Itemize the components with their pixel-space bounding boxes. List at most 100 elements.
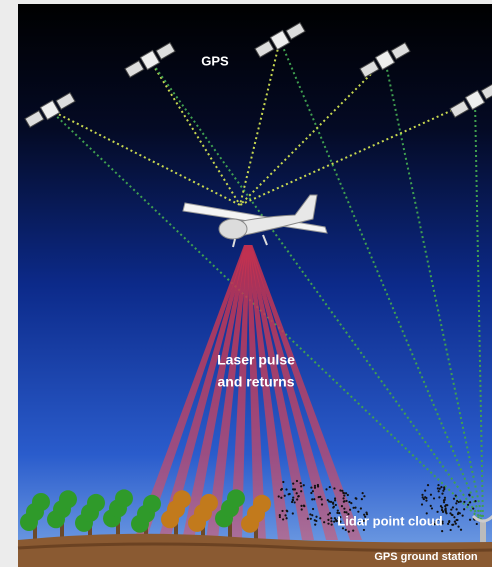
point-cloud-dot	[453, 516, 455, 518]
point-cloud-dot	[321, 503, 323, 505]
point-cloud-dot	[447, 523, 449, 525]
point-cloud-dot	[421, 494, 423, 496]
point-cloud-dot	[343, 508, 345, 510]
point-cloud-dot	[314, 485, 316, 487]
point-cloud-dot	[312, 508, 314, 510]
point-cloud-dot	[430, 505, 432, 507]
point-cloud-dot	[339, 489, 341, 491]
point-cloud-dot	[330, 520, 332, 522]
point-cloud-dot	[444, 497, 446, 499]
point-cloud-dot	[427, 484, 429, 486]
tree-crown	[143, 495, 161, 513]
point-cloud-dot	[443, 501, 445, 503]
point-cloud-dot	[460, 529, 462, 531]
tree-crown	[59, 490, 77, 508]
point-cloud-dot	[315, 516, 317, 518]
point-cloud-dot	[294, 501, 296, 503]
point-cloud-dot	[450, 529, 452, 531]
point-cloud-dot	[310, 492, 312, 494]
laser-label: Laser pulse	[217, 352, 295, 368]
point-cloud-label: Lidar point cloud	[337, 513, 442, 528]
point-cloud-dot	[362, 492, 364, 494]
point-cloud-dot	[286, 517, 288, 519]
point-cloud-dot	[291, 501, 293, 503]
point-cloud-dot	[327, 519, 329, 521]
point-cloud-dot	[445, 504, 447, 506]
point-cloud-dot	[341, 490, 343, 492]
point-cloud-dot	[345, 492, 347, 494]
point-cloud-dot	[307, 518, 309, 520]
point-cloud-dot	[341, 505, 343, 507]
point-cloud-dot	[325, 488, 327, 490]
point-cloud-dot	[343, 492, 345, 494]
point-cloud-dot	[444, 509, 446, 511]
point-cloud-dot	[292, 499, 294, 501]
point-cloud-dot	[441, 530, 443, 532]
point-cloud-dot	[315, 520, 317, 522]
point-cloud-dot	[301, 508, 303, 510]
lidar-diagram: GPS Laser pulse and returns Lidar point …	[0, 0, 492, 567]
point-cloud-dot	[467, 504, 469, 506]
point-cloud-dot	[451, 514, 453, 516]
point-cloud-dot	[348, 501, 350, 503]
point-cloud-dot	[321, 498, 323, 500]
point-cloud-dot	[332, 506, 334, 508]
point-cloud-dot	[318, 496, 320, 498]
point-cloud-dot	[444, 499, 446, 501]
point-cloud-dot	[327, 499, 329, 501]
point-cloud-dot	[361, 498, 363, 500]
point-cloud-dot	[311, 498, 313, 500]
point-cloud-dot	[293, 488, 295, 490]
laser-label: and returns	[217, 374, 294, 390]
point-cloud-dot	[281, 510, 283, 512]
tree-crown	[253, 495, 271, 513]
point-cloud-dot	[441, 509, 443, 511]
point-cloud-dot	[300, 505, 302, 507]
point-cloud-dot	[296, 480, 298, 482]
point-cloud-dot	[285, 488, 287, 490]
point-cloud-dot	[300, 485, 302, 487]
point-cloud-dot	[303, 484, 305, 486]
point-cloud-dot	[441, 493, 443, 495]
point-cloud-dot	[310, 486, 312, 488]
point-cloud-dot	[352, 529, 354, 531]
point-cloud-dot	[350, 502, 352, 504]
point-cloud-dot	[454, 520, 456, 522]
point-cloud-dot	[296, 492, 298, 494]
point-cloud-dot	[468, 494, 470, 496]
point-cloud-dot	[440, 486, 442, 488]
point-cloud-dot	[469, 501, 471, 503]
point-cloud-dot	[309, 513, 311, 515]
point-cloud-dot	[443, 486, 445, 488]
point-cloud-dot	[453, 498, 455, 500]
point-cloud-dot	[363, 529, 365, 531]
point-cloud-dot	[330, 501, 332, 503]
point-cloud-dot	[281, 488, 283, 490]
point-cloud-dot	[343, 500, 345, 502]
point-cloud-dot	[431, 507, 433, 509]
point-cloud-dot	[437, 484, 439, 486]
point-cloud-dot	[452, 506, 454, 508]
point-cloud-dot	[292, 496, 294, 498]
point-cloud-dot	[323, 521, 325, 523]
point-cloud-dot	[311, 514, 313, 516]
point-cloud-dot	[450, 508, 452, 510]
point-cloud-dot	[456, 508, 458, 510]
page-body: GPS Laser pulse and returns Lidar point …	[0, 0, 492, 567]
point-cloud-dot	[347, 494, 349, 496]
point-cloud-dot	[469, 519, 471, 521]
point-cloud-dot	[474, 500, 476, 502]
point-cloud-dot	[455, 523, 457, 525]
point-cloud-dot	[314, 487, 316, 489]
point-cloud-dot	[448, 520, 450, 522]
point-cloud-dot	[337, 509, 339, 511]
point-cloud-dot	[440, 505, 442, 507]
point-cloud-dot	[456, 519, 458, 521]
point-cloud-dot	[363, 495, 365, 497]
point-cloud-dot	[424, 490, 426, 492]
tree-crown	[32, 493, 50, 511]
point-cloud-dot	[422, 496, 424, 498]
point-cloud-dot	[303, 505, 305, 507]
point-cloud-dot	[330, 517, 332, 519]
point-cloud-dot	[288, 493, 290, 495]
